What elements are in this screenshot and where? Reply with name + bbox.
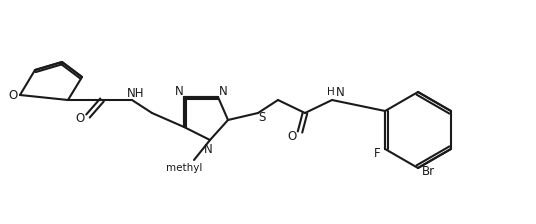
Text: methyl: methyl [166,163,202,173]
Text: O: O [287,129,296,142]
Text: N: N [175,84,183,97]
Text: Br: Br [421,164,435,177]
Text: N: N [336,86,344,99]
Text: N: N [204,142,212,155]
Text: NH: NH [127,86,145,99]
Text: N: N [219,84,227,97]
Text: S: S [258,110,266,123]
Text: O: O [76,112,85,125]
Text: O: O [9,88,18,101]
Text: F: F [374,146,381,159]
Text: H: H [327,87,335,97]
